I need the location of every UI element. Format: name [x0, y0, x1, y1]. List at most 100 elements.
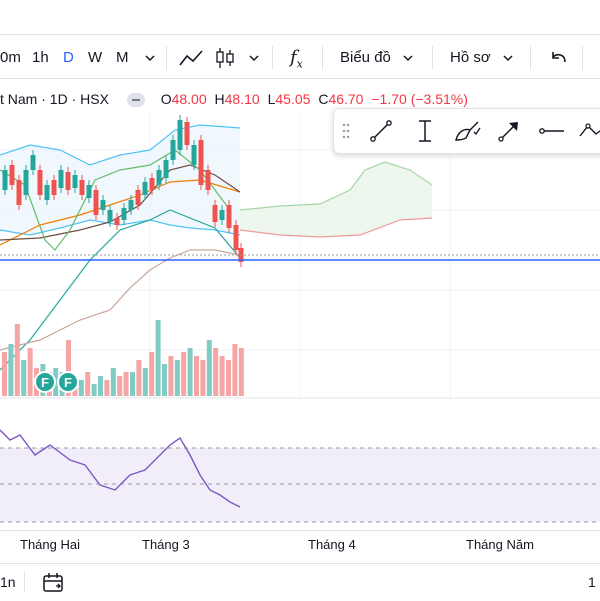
volume-bar [226, 360, 231, 396]
timeframe-d[interactable]: D [63, 49, 74, 66]
volume-bar [66, 340, 71, 396]
brush-icon[interactable] [452, 117, 482, 145]
candle [184, 122, 190, 145]
ichimoku-cloud [240, 162, 432, 237]
indicators-fx-icon[interactable]: fx [290, 47, 303, 71]
candle [51, 180, 57, 195]
volume-bar [181, 352, 187, 396]
divider [272, 46, 273, 70]
volume-bar [187, 348, 193, 396]
ma-green [0, 149, 231, 251]
timeframe-dropdown-chevron-icon[interactable] [144, 38, 156, 78]
bollinger-band-fill [0, 125, 240, 235]
candle [93, 190, 99, 215]
timeframe-0m[interactable]: 0m [0, 49, 21, 66]
svg-text:F: F [64, 375, 72, 390]
ma-pink [0, 249, 241, 351]
divider [582, 46, 583, 70]
open-value: 48.00 [171, 91, 207, 107]
candle [9, 165, 15, 185]
arrow-icon[interactable] [494, 117, 524, 145]
volume-bar [213, 348, 219, 396]
bottom-right-label[interactable]: 1 [588, 574, 596, 590]
horizontal-ray-icon[interactable] [536, 117, 566, 145]
line-chart-icon[interactable] [178, 38, 204, 78]
candle [142, 182, 148, 195]
legend-toggle-icon[interactable] [126, 93, 145, 108]
change-value: −1.70 (−3.51%) [371, 91, 468, 107]
volume-bar [142, 368, 148, 396]
volume-bar [238, 348, 244, 396]
timeframe-m[interactable]: M [116, 49, 129, 66]
volume-bar [21, 360, 27, 396]
symbol-legend: t Nam · 1D · HSX O48.00 H48.10 L45.05 C4… [0, 91, 468, 108]
ma-orange [0, 179, 241, 246]
divider [432, 46, 433, 70]
timeframe-w[interactable]: W [88, 49, 103, 66]
trend-line-icon[interactable] [366, 117, 396, 145]
candle [79, 180, 85, 195]
open-label: O [160, 91, 172, 107]
candles-icon[interactable] [214, 38, 236, 78]
volume-bar [168, 356, 174, 396]
high-value: 48.10 [224, 91, 260, 107]
event-marker-f[interactable]: F [57, 371, 79, 393]
range-1n-button[interactable]: 1n [0, 574, 16, 590]
volume-bar [78, 380, 84, 396]
xaxis-label: Tháng Năm [466, 537, 534, 552]
volume-bar [194, 356, 199, 396]
top-strip [0, 0, 600, 35]
drag-handle-icon[interactable] [342, 121, 350, 141]
candle [16, 180, 22, 205]
volume-bar [206, 340, 212, 396]
low-value: 45.05 [275, 91, 311, 107]
vertical-measure-icon[interactable] [410, 117, 440, 145]
chart-type-chevron-icon[interactable] [248, 38, 260, 78]
volume-bar [91, 384, 97, 396]
volume-bar [174, 360, 180, 396]
candle [44, 185, 50, 200]
svg-text:F: F [41, 375, 49, 390]
candle [219, 210, 225, 220]
path-icon[interactable] [576, 117, 600, 145]
candle [233, 225, 239, 250]
timeframe-1h[interactable]: 1h [32, 49, 49, 66]
candle [37, 170, 43, 195]
rsi-pane[interactable] [0, 400, 600, 530]
undo-icon[interactable] [549, 38, 569, 78]
candle [23, 170, 29, 195]
volume-bar [104, 380, 110, 396]
event-marker-f[interactable]: F [34, 371, 56, 393]
candle [135, 190, 141, 205]
time-axis[interactable] [0, 530, 600, 563]
volume-bar [162, 364, 167, 396]
candle [100, 200, 106, 210]
candle [163, 160, 169, 178]
candle [2, 170, 8, 190]
close-value: 46.70 [328, 91, 364, 107]
cloud-span-a [239, 161, 433, 211]
volume-bar [123, 372, 129, 396]
candle [65, 172, 71, 190]
calendar-icon[interactable] [42, 572, 64, 597]
candle [114, 218, 120, 225]
volume-bar [8, 344, 14, 396]
low-label: L [267, 91, 276, 107]
candle [212, 205, 218, 222]
candle [149, 178, 155, 190]
bollinger-upper [0, 124, 241, 166]
profile-chevron-icon[interactable] [502, 38, 514, 78]
profile-button[interactable]: Hồ sơ [450, 49, 491, 66]
candle [58, 170, 64, 188]
candle [205, 170, 211, 190]
chart-type-button[interactable]: Biểu đồ [340, 49, 391, 66]
chart-type-button-chevron-icon[interactable] [402, 38, 414, 78]
symbol-title[interactable]: t Nam · 1D · HSX [0, 91, 109, 107]
candle [107, 210, 113, 222]
cloud-span-b [239, 217, 433, 238]
candle [198, 140, 204, 185]
divider [322, 46, 323, 70]
bottom-toolbar: 1n 1 [0, 563, 600, 601]
price-chart[interactable]: F F [0, 110, 600, 400]
divider [24, 572, 25, 592]
